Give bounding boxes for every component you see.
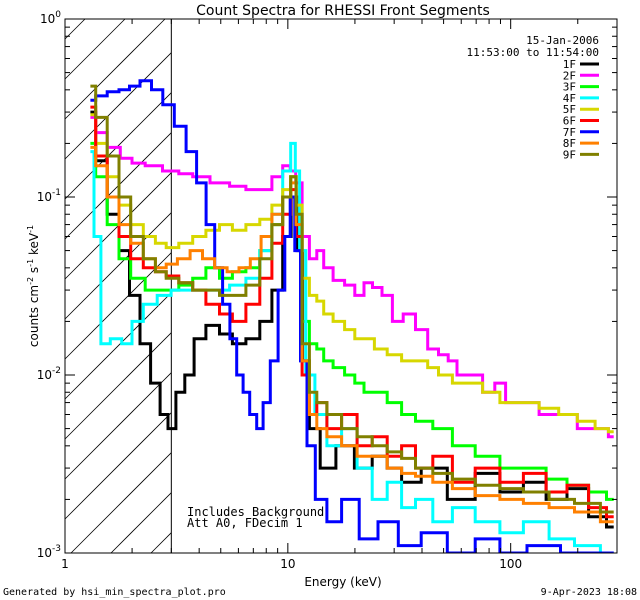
series-line-7F [90,79,614,553]
hatch-line [64,18,166,120]
hatch-line [64,212,172,320]
timestamp-footer: 9-Apr-2023 18:08 [541,587,637,598]
x-tick-label: 10 [280,557,295,571]
hatch-line [64,52,172,160]
plot-frame [64,18,618,554]
legend-label-9F: 9F [563,148,576,161]
date-label: 15-Jan-2006 [526,34,599,47]
y-tick-label: 100 [40,10,61,26]
hatch-line [110,492,172,554]
generated-by-footer: Generated by hsi_min_spectra_plot.pro [3,587,226,598]
annotation-background: Includes Background [187,505,324,519]
x-tick-label: 100 [499,557,522,571]
legend-label-4F: 4F [563,92,576,105]
legend-label-6F: 6F [563,115,576,128]
chart-title: Count Spectra for RHESSI Front Segments [196,3,490,19]
annotation-attenuator: Att A0, FDecim 1 [187,516,303,530]
y-tick-label: 10-3 [37,544,61,560]
y-tick-label: 10-1 [37,188,61,204]
legend-label-7F: 7F [563,126,576,139]
hatch-line [64,372,172,480]
hatch-line [64,292,172,400]
hatch-line [64,332,172,440]
hatch-line [64,18,86,40]
legend-label-2F: 2F [563,69,576,82]
hatch-line [64,412,172,520]
y-tick-label: 10-2 [37,366,61,382]
time-range-label: 11:53:00 to 11:54:00 [467,46,599,59]
x-tick-label: 1 [61,557,69,571]
hatch-line [64,252,172,360]
series-line-1F [90,110,614,529]
series-line-4F [90,141,614,553]
legend-label-8F: 8F [563,137,576,150]
x-axis-label: Energy (keV) [304,575,381,589]
hatch-line [150,532,172,554]
legend-label-5F: 5F [563,103,576,116]
series-line-3F [90,141,614,501]
hatch-line [70,452,172,554]
series-line-9F [90,84,614,514]
hatch-line [64,92,172,200]
series-line-5F [90,113,614,434]
legend-label-1F: 1F [563,58,576,71]
hatch-line [64,18,126,80]
legend-label-3F: 3F [563,81,576,94]
y-axis-label: counts cm-2 s-1 keV-1 [26,225,41,347]
